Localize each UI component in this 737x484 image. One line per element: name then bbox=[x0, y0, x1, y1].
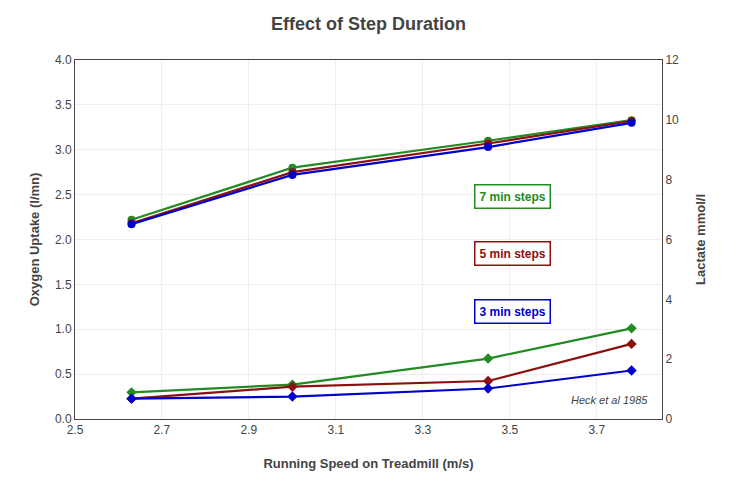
svg-text:6: 6 bbox=[665, 233, 672, 247]
svg-text:Lactate mmol/l: Lactate mmol/l bbox=[693, 194, 708, 285]
svg-text:3.3: 3.3 bbox=[415, 423, 432, 437]
svg-text:12: 12 bbox=[665, 53, 679, 67]
svg-text:0: 0 bbox=[665, 412, 672, 426]
svg-text:Effect of Step Duration: Effect of Step Duration bbox=[271, 14, 466, 34]
svg-text:7 min steps: 7 min steps bbox=[480, 190, 546, 204]
svg-text:2: 2 bbox=[665, 352, 672, 366]
svg-text:2.5: 2.5 bbox=[55, 188, 72, 202]
svg-text:Heck et al 1985: Heck et al 1985 bbox=[571, 394, 648, 406]
svg-text:3 min steps: 3 min steps bbox=[480, 305, 546, 319]
svg-text:3.7: 3.7 bbox=[588, 423, 605, 437]
svg-text:1.0: 1.0 bbox=[55, 322, 72, 336]
svg-text:3.5: 3.5 bbox=[501, 423, 518, 437]
svg-text:2.0: 2.0 bbox=[55, 233, 72, 247]
svg-text:10: 10 bbox=[665, 113, 679, 127]
svg-text:1.5: 1.5 bbox=[55, 278, 72, 292]
svg-text:5 min steps: 5 min steps bbox=[480, 247, 546, 261]
svg-text:0.0: 0.0 bbox=[55, 412, 72, 426]
svg-text:4: 4 bbox=[665, 293, 672, 307]
svg-text:8: 8 bbox=[665, 173, 672, 187]
svg-text:2.9: 2.9 bbox=[241, 423, 258, 437]
svg-text:3.0: 3.0 bbox=[55, 143, 72, 157]
svg-text:4.0: 4.0 bbox=[55, 53, 72, 67]
svg-text:3.1: 3.1 bbox=[328, 423, 345, 437]
svg-text:2.7: 2.7 bbox=[154, 423, 171, 437]
svg-text:Oxygen Uptake (l/mn): Oxygen Uptake (l/mn) bbox=[27, 173, 42, 307]
svg-text:0.5: 0.5 bbox=[55, 367, 72, 381]
svg-text:3.5: 3.5 bbox=[55, 98, 72, 112]
svg-text:2.5: 2.5 bbox=[67, 423, 84, 437]
svg-text:Running Speed on Treadmill (m/: Running Speed on Treadmill (m/s) bbox=[263, 456, 473, 471]
